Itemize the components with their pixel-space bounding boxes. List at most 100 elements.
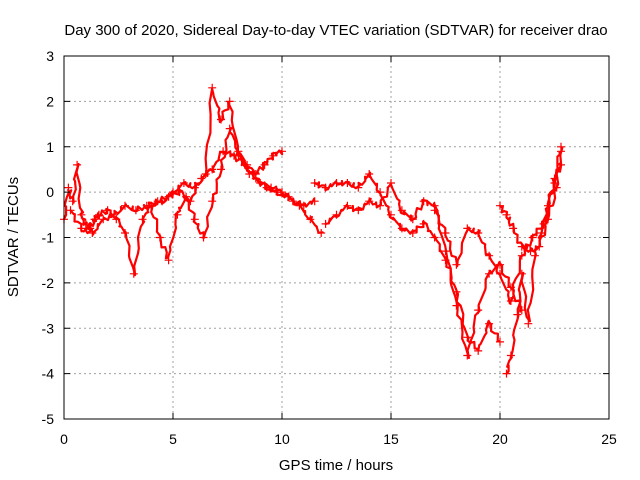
y-tick-label: -3 [42,320,55,336]
data-point [397,206,406,215]
data-point [186,197,195,206]
data-point [535,242,544,251]
data-point [430,206,439,215]
data-point [387,179,395,187]
data-point [173,210,182,219]
data-point [530,251,539,260]
y-tick-label: 3 [46,48,54,64]
series-pass-g [502,160,565,378]
data-point [310,179,319,187]
data-point [278,188,286,197]
data-point [147,201,156,210]
data-point [506,351,515,360]
data-point [90,215,99,224]
data-point [441,229,450,237]
data-point [463,351,472,360]
data-point [544,215,552,224]
series-pass-c [147,83,319,210]
data-point [73,160,82,169]
data-point [208,83,217,92]
data-point [77,224,86,233]
data-point [103,206,112,215]
data-point [245,170,254,178]
data-point [77,210,86,219]
data-point [387,210,395,219]
data-point [485,319,494,328]
series-pass-d [310,170,504,355]
data-point [463,224,472,233]
tick-layer: 0 5 10 15 20 25 -5 -4 -3 -2 -1 0 1 2 3 [42,48,617,447]
data-point [517,242,526,251]
chart-title: Day 300 of 2020, Sidereal Day-to-day VTE… [64,22,607,39]
data-point [496,201,504,210]
data-point [376,201,385,210]
y-tick-label: -4 [42,366,55,382]
data-point [506,297,515,305]
data-point [408,215,417,224]
data-point [397,224,406,233]
data-point [88,229,97,237]
data-point [343,201,352,210]
data-point [310,197,319,206]
series-line [150,87,316,208]
data-point [354,206,363,215]
data-point [155,233,164,242]
data-point [496,269,504,278]
data-point [321,183,330,192]
data-point [269,151,278,160]
x-tick-label: 20 [492,431,508,447]
x-tick-label: 10 [274,431,290,447]
series-pass-h [496,147,565,256]
data-point [208,197,217,206]
data-point [524,319,533,328]
x-tick-label: 0 [60,431,68,447]
y-tick-label: 0 [46,184,54,200]
data-point [199,233,208,242]
series-line [69,150,324,236]
data-point [190,183,199,192]
data-point [552,183,561,192]
data-point [201,170,210,178]
data-point [321,219,330,228]
grid-layer [64,56,609,419]
data-point [526,247,535,256]
y-tick-label: -5 [42,411,55,427]
data-point [485,269,494,278]
x-tick-label: 25 [601,431,617,447]
data-point [419,197,428,206]
data-point [419,219,428,228]
data-point [452,301,461,310]
data-point [332,179,341,187]
data-point [474,346,483,355]
x-axis-label: GPS time / hours [279,457,393,474]
data-point [517,269,526,278]
data-point [430,233,439,242]
data-point [463,333,472,342]
data-point [66,206,75,215]
data-point [94,210,103,219]
series-line [505,162,562,375]
data-point [376,188,385,197]
data-point [452,260,461,269]
data-point [129,269,138,278]
data-point [169,188,177,197]
x-tick-label: 15 [383,431,399,447]
data-point [267,183,276,192]
data-point [278,147,286,156]
data-point [190,215,199,224]
data-point [208,165,217,174]
data-point [528,233,537,242]
data-point [496,337,504,346]
data-point [474,229,483,237]
x-tick-label: 5 [169,431,177,447]
data-point [354,183,363,192]
data-point [164,256,173,265]
data-point [502,210,511,219]
data-point [68,197,77,206]
data-point [260,160,269,169]
data-point [99,215,108,224]
data-point [121,201,129,210]
data-point [112,215,121,224]
data-point [557,147,565,156]
